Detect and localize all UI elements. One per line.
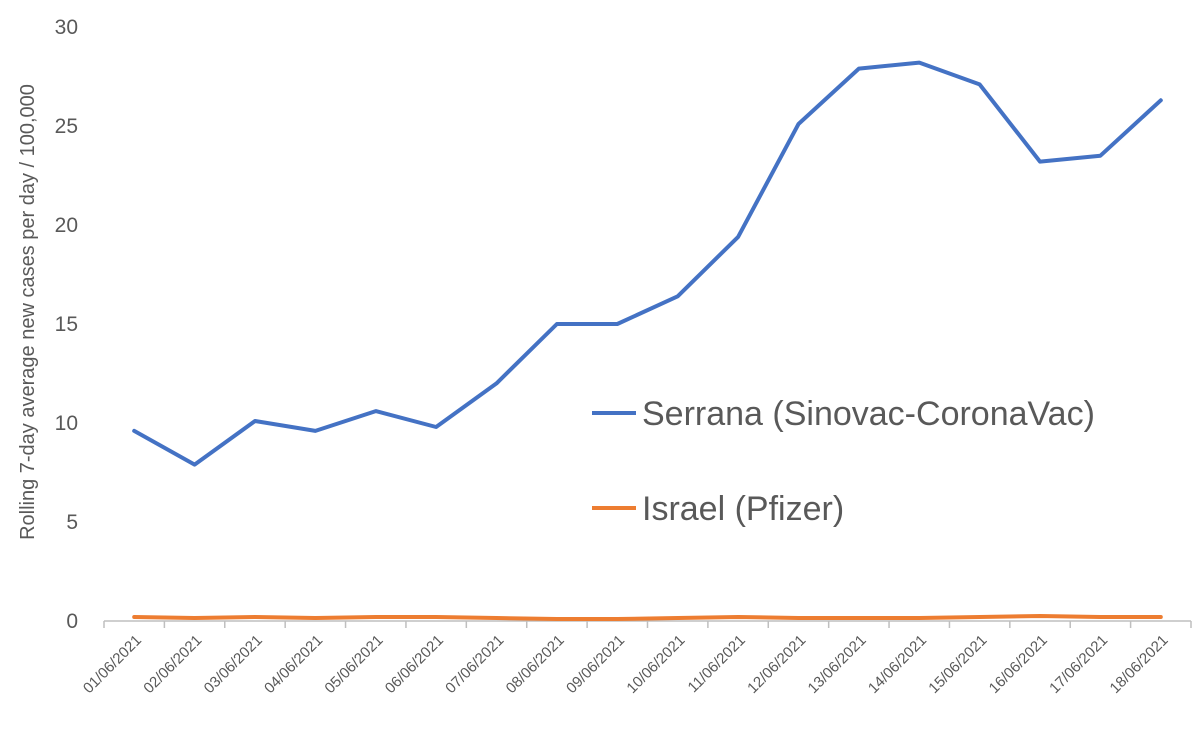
x-tick-label: 01/06/2021 [80,632,145,697]
x-tick-label: 14/06/2021 [865,632,930,697]
y-axis-title-group: Rolling 7-day average new cases per day … [17,84,39,540]
x-tick-label: 09/06/2021 [563,632,628,697]
series-line-0 [132,60,1163,467]
y-axis-title: Rolling 7-day average new cases per day … [17,84,39,540]
x-tick-label: 06/06/2021 [382,632,447,697]
legend-label-0: Serrana (Sinovac-CoronaVac) [642,395,1095,433]
x-tick-label: 17/06/2021 [1046,632,1111,697]
x-tick-label: 11/06/2021 [685,632,749,696]
x-tick-label: 12/06/2021 [744,632,809,697]
y-tick-label: 10 [55,412,78,435]
y-tick-label: 0 [66,610,78,633]
y-tick-label: 20 [55,214,78,237]
x-tick-label: 16/06/2021 [986,632,1051,697]
x-axis-ticks: 01/06/202102/06/202103/06/202104/06/2021… [80,621,1192,697]
legend-label-1: Israel (Pfizer) [642,490,844,528]
x-tick-label: 03/06/2021 [201,632,266,697]
x-tick-label: 10/06/2021 [623,632,688,697]
x-tick-label: 07/06/2021 [442,632,507,697]
x-tick-label: 15/06/2021 [925,632,990,697]
x-tick-label: 04/06/2021 [261,632,326,697]
legend: Serrana (Sinovac-CoronaVac) Israel (Pfize… [592,395,1095,528]
x-tick-label: 05/06/2021 [321,632,386,697]
y-axis-ticks: 0 5 10 15 20 25 30 [55,16,78,633]
x-tick-label: 13/06/2021 [805,632,870,697]
x-tick-label: 02/06/2021 [140,632,205,697]
x-tick-label: 18/06/2021 [1107,632,1172,697]
y-tick-label: 30 [55,16,78,39]
series-lines [132,60,1163,621]
y-tick-label: 15 [55,313,78,336]
series-line-1 [132,614,1163,621]
x-tick-label: 08/06/2021 [503,632,568,697]
y-tick-label: 5 [66,511,78,534]
y-tick-label: 25 [55,115,78,138]
